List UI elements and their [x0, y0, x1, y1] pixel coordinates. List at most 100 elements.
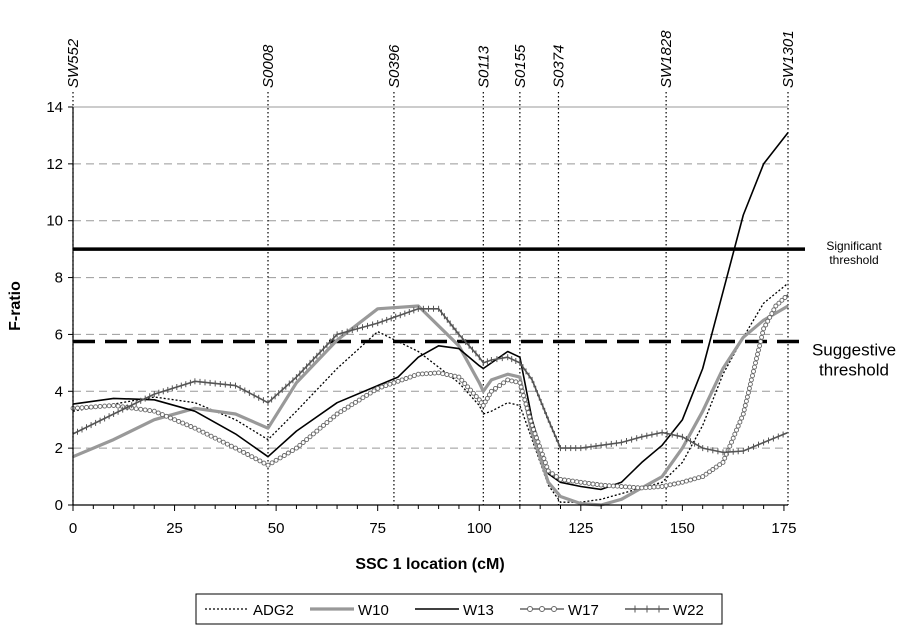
series-point-w17	[403, 376, 409, 381]
marker-labels: SW552 S0008 S0396 S0113 S0155 S0374 SW1828 SW13…	[65, 30, 797, 88]
series-point-w17	[534, 435, 539, 441]
x-tick-label: 50	[268, 520, 285, 537]
series-point-w17	[289, 448, 295, 454]
series-point-w17	[747, 381, 753, 387]
series-line-w22	[72, 308, 789, 454]
series-point-w17	[159, 412, 165, 418]
series-point-w17	[142, 407, 148, 413]
series-point-w17	[444, 372, 450, 377]
marker-label-s0155: S0155	[512, 44, 529, 88]
series-point-w17	[399, 377, 405, 383]
y-axis-title: F-ratio	[7, 281, 24, 331]
series-point-w17	[528, 418, 534, 424]
series-point-w17	[535, 439, 541, 445]
y-tick-label: 14	[46, 99, 63, 116]
series-point-w17	[364, 392, 370, 398]
series-point-w17	[345, 404, 351, 410]
series-point-w17	[423, 371, 429, 377]
series-point-w17	[501, 380, 507, 386]
y-tick-label: 0	[55, 497, 63, 514]
series-point-w17	[707, 469, 712, 475]
series-point-w17	[75, 405, 80, 411]
series-point-w17	[531, 427, 536, 432]
series-point-w17	[746, 385, 752, 391]
series-point-w17	[765, 318, 771, 324]
threshold-label-suggestive-1: threshold	[819, 361, 889, 380]
series-point-w17	[331, 414, 337, 420]
series-point-w17	[755, 351, 760, 357]
marker-label-s0396: S0396	[386, 44, 403, 88]
series-point-w17	[138, 406, 144, 412]
series-point-w17	[324, 420, 330, 426]
series-point-w17	[482, 399, 488, 405]
series-point-w17	[610, 483, 616, 489]
series-point-w17	[102, 403, 108, 409]
series-point-w17	[720, 459, 726, 465]
legend-label-adg2: ADG2	[253, 602, 294, 619]
series-lines	[70, 132, 789, 507]
series-point-w17	[522, 397, 528, 403]
x-tick-label: 0	[69, 520, 77, 537]
series-point-w17	[675, 480, 681, 486]
series-point-w17	[614, 483, 620, 489]
series-point-w17	[111, 403, 117, 408]
series-line-w13	[72, 132, 789, 491]
series-point-w17	[582, 480, 588, 486]
series-point-w17	[727, 443, 733, 449]
series-point-w17	[574, 479, 580, 485]
series-point-w17	[459, 377, 465, 383]
series-point-w17	[180, 420, 186, 426]
y-tick-label: 12	[46, 156, 63, 173]
series-point-w17	[407, 374, 413, 380]
legend-marker	[539, 606, 545, 612]
series-point-w17	[722, 455, 728, 461]
series-point-w17	[570, 478, 576, 484]
series-point-w17	[249, 454, 255, 460]
legend: ADG2 W10 W13 W17 W22	[195, 593, 723, 625]
series-point-w17	[176, 418, 182, 424]
series-point-w17	[703, 471, 709, 477]
series-point-w17	[761, 326, 767, 332]
legend-label-w13: W13	[463, 602, 494, 619]
series-point-w17	[473, 394, 479, 400]
series-point-w17	[245, 452, 251, 457]
series-point-w17	[367, 390, 373, 396]
series-point-w17	[200, 429, 206, 435]
x-tick-label: 175	[771, 520, 796, 537]
series-point-w17	[395, 378, 401, 384]
series-point-w17	[524, 405, 530, 411]
series-point-w17	[651, 484, 657, 490]
series-point-w17	[782, 295, 788, 300]
series-point-w17	[566, 478, 572, 484]
y-tick-label: 8	[55, 270, 63, 287]
series-point-w17	[204, 431, 210, 437]
series-point-w17	[241, 449, 247, 455]
series-point-w17	[518, 384, 524, 390]
legend-marker	[527, 606, 533, 612]
series-point-w17	[228, 443, 234, 449]
series-point-w17	[484, 395, 490, 401]
series-point-w17	[753, 360, 758, 366]
series-point-w17	[562, 477, 568, 483]
y-tick-label: 2	[55, 440, 63, 457]
series-point-w17	[692, 476, 698, 482]
series-point-w17	[93, 404, 99, 410]
series-point-w17	[754, 356, 759, 362]
x-tick-label: 100	[467, 520, 492, 537]
series-point-w17	[387, 381, 393, 387]
series-point-w17	[383, 383, 389, 389]
marker-label-sw552: SW552	[65, 38, 82, 88]
x-tick-label: 125	[568, 520, 593, 537]
series-point-w17	[594, 482, 600, 487]
series-point-w17	[317, 425, 323, 431]
series-point-w17	[419, 371, 425, 377]
legend-marker	[551, 606, 557, 612]
series-point-w17	[432, 370, 438, 376]
series-point-w17	[757, 343, 763, 349]
series-point-w17	[647, 484, 653, 490]
series-point-w17	[553, 474, 559, 480]
series-point-w17	[767, 314, 773, 320]
series-point-w17	[233, 445, 238, 451]
series-point-w17	[411, 373, 417, 379]
series-point-w17	[208, 433, 214, 439]
